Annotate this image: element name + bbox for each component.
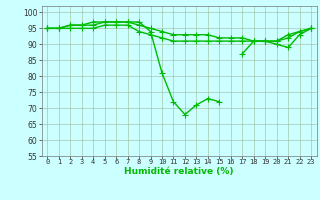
X-axis label: Humidité relative (%): Humidité relative (%)	[124, 167, 234, 176]
